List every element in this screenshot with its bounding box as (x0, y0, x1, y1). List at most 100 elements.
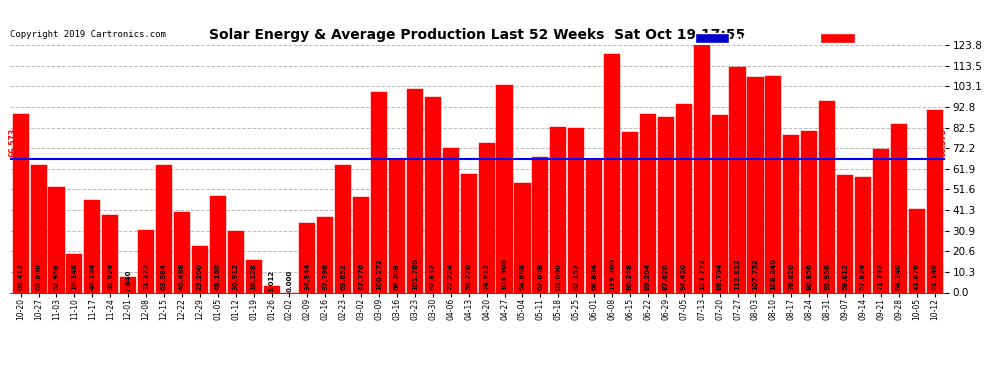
Text: 100.272: 100.272 (376, 258, 382, 290)
Bar (210, 196, 226, 292)
Bar (712, 115, 728, 292)
Bar (533, 158, 548, 292)
Bar (478, 143, 495, 292)
Bar (783, 135, 799, 292)
Bar (407, 89, 423, 292)
Text: 41.876: 41.876 (914, 262, 920, 290)
Bar (353, 197, 369, 292)
Bar (657, 117, 674, 292)
Text: 54.668: 54.668 (520, 262, 526, 290)
Bar (550, 127, 566, 292)
Bar (371, 92, 387, 292)
Text: 80.248: 80.248 (627, 262, 633, 290)
Bar (694, 45, 710, 292)
Text: 87.620: 87.620 (663, 262, 669, 290)
Bar (263, 286, 279, 292)
Bar (515, 183, 531, 292)
Text: 19.148: 19.148 (71, 262, 77, 290)
Text: 80.856: 80.856 (806, 262, 812, 290)
Bar (66, 254, 82, 292)
Bar (156, 165, 172, 292)
Text: 101.780: 101.780 (412, 258, 418, 290)
Bar (299, 223, 316, 292)
Bar (192, 246, 208, 292)
Text: 71.792: 71.792 (878, 262, 884, 290)
Text: 38.924: 38.924 (107, 262, 113, 290)
Bar (622, 132, 639, 292)
Bar (855, 177, 871, 292)
Bar (497, 85, 513, 292)
Text: 66.573: 66.573 (8, 128, 17, 158)
Text: 46.104: 46.104 (89, 262, 95, 290)
Bar (49, 187, 64, 292)
Bar (873, 149, 889, 292)
Text: 112.812: 112.812 (735, 258, 741, 290)
Text: 119.300: 119.300 (609, 258, 615, 290)
Bar (228, 231, 244, 292)
Text: 37.796: 37.796 (323, 262, 329, 290)
Text: 63.808: 63.808 (36, 262, 42, 290)
Text: 52.956: 52.956 (53, 263, 59, 290)
Text: 66.573: 66.573 (939, 128, 947, 158)
Bar (31, 165, 47, 292)
Text: 97.632: 97.632 (430, 262, 436, 290)
Text: 66.804: 66.804 (591, 262, 597, 290)
Bar (819, 100, 836, 292)
Text: 72.224: 72.224 (447, 262, 453, 290)
Text: 91.140: 91.140 (932, 262, 938, 290)
Bar (443, 148, 458, 292)
Bar (891, 124, 907, 292)
Legend: Average  (kWh), Weekly  (kWh): Average (kWh), Weekly (kWh) (692, 30, 940, 46)
Text: 67.608: 67.608 (538, 262, 544, 290)
Text: 59.220: 59.220 (465, 263, 471, 290)
Bar (120, 277, 137, 292)
Text: 34.944: 34.944 (304, 262, 311, 290)
Text: 63.652: 63.652 (341, 263, 346, 290)
Bar (909, 209, 925, 292)
Text: 95.956: 95.956 (824, 263, 831, 290)
Text: 57.824: 57.824 (860, 262, 866, 290)
Text: 63.584: 63.584 (161, 262, 167, 290)
Text: 103.908: 103.908 (502, 258, 508, 290)
Text: 3.012: 3.012 (268, 270, 274, 292)
Text: 0.000: 0.000 (286, 270, 292, 292)
Text: 58.612: 58.612 (842, 263, 848, 290)
Bar (102, 214, 119, 292)
Text: 66.208: 66.208 (394, 263, 400, 290)
Text: Copyright 2019 Cartronics.com: Copyright 2019 Cartronics.com (10, 30, 165, 39)
Bar (174, 212, 190, 292)
Bar (837, 176, 853, 292)
Bar (640, 114, 656, 292)
Text: 82.152: 82.152 (573, 263, 579, 290)
Text: 89.204: 89.204 (644, 262, 651, 290)
Text: 123.772: 123.772 (699, 258, 705, 290)
Bar (460, 174, 477, 292)
Text: 89.412: 89.412 (18, 262, 24, 290)
Text: 84.240: 84.240 (896, 262, 902, 290)
Text: 74.912: 74.912 (484, 262, 490, 290)
Text: 88.704: 88.704 (717, 262, 723, 290)
Text: 40.408: 40.408 (179, 262, 185, 290)
Bar (765, 76, 781, 292)
Text: 31.372: 31.372 (144, 262, 149, 290)
Text: 23.200: 23.200 (197, 262, 203, 290)
Bar (317, 217, 334, 292)
Text: 47.776: 47.776 (358, 262, 364, 290)
Bar (604, 54, 620, 292)
Bar (568, 128, 584, 292)
Bar (676, 104, 692, 292)
Bar (801, 131, 818, 292)
Text: 30.912: 30.912 (233, 262, 239, 290)
Bar (389, 160, 405, 292)
Title: Solar Energy & Average Production Last 52 Weeks  Sat Oct 19 17:55: Solar Energy & Average Production Last 5… (210, 28, 745, 42)
Bar (927, 110, 942, 292)
Text: 7.840: 7.840 (125, 270, 132, 292)
Bar (747, 77, 763, 292)
Text: 83.000: 83.000 (555, 262, 561, 290)
Bar (730, 67, 745, 292)
Text: 78.620: 78.620 (788, 262, 794, 290)
Text: 16.128: 16.128 (250, 262, 256, 290)
Bar (84, 200, 100, 292)
Bar (13, 114, 29, 292)
Bar (336, 165, 351, 292)
